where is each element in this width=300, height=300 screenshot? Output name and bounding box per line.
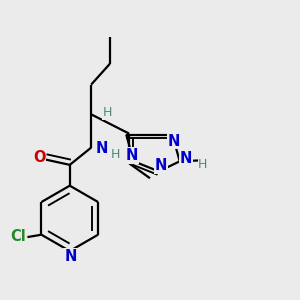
Text: H: H: [111, 148, 120, 161]
Text: Cl: Cl: [10, 229, 26, 244]
Text: N: N: [155, 158, 167, 173]
Text: N: N: [64, 249, 76, 264]
Text: H: H: [103, 106, 112, 119]
Text: O: O: [33, 150, 46, 165]
Text: N: N: [126, 148, 138, 163]
Text: H: H: [198, 158, 208, 171]
Text: N: N: [95, 141, 108, 156]
Text: H: H: [103, 106, 112, 119]
Text: N: N: [168, 134, 180, 148]
Text: N: N: [179, 151, 192, 166]
